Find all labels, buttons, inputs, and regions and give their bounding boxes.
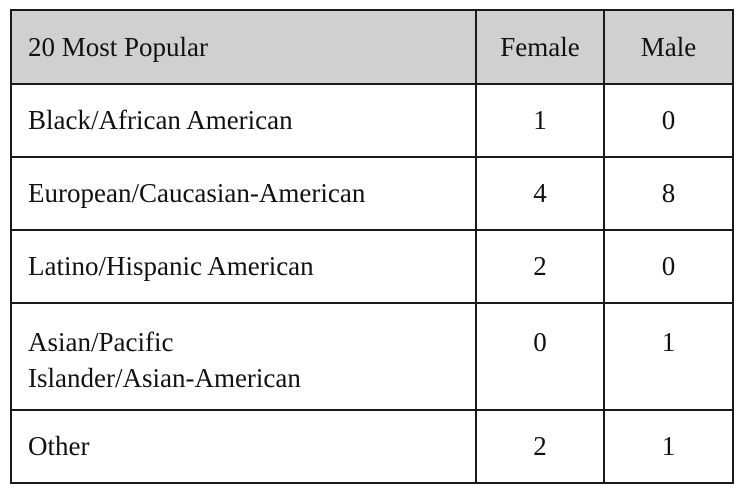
female-count: 4 <box>475 156 605 231</box>
male-count: 8 <box>603 156 734 231</box>
row-label: Latino/Hispanic American <box>10 229 477 304</box>
table-row: Asian/Pacific Islander/Asian-American 0 … <box>10 302 734 411</box>
header-male: Male <box>603 9 734 85</box>
row-label: Black/African American <box>10 83 477 158</box>
male-count: 1 <box>603 409 734 484</box>
row-label: European/Caucasian-American <box>10 156 477 231</box>
table-row: Latino/Hispanic American 2 0 <box>10 229 734 304</box>
header-female: Female <box>475 9 605 85</box>
data-table: 20 Most Popular Female Male Black/Africa… <box>10 9 734 484</box>
header-category: 20 Most Popular <box>10 9 477 85</box>
female-count: 2 <box>475 409 605 484</box>
male-count: 0 <box>603 83 734 158</box>
row-label: Other <box>10 409 477 484</box>
header-row: 20 Most Popular Female Male <box>10 9 734 85</box>
female-count: 2 <box>475 229 605 304</box>
male-count: 0 <box>603 229 734 304</box>
female-count: 0 <box>475 302 605 411</box>
female-count: 1 <box>475 83 605 158</box>
row-label: Asian/Pacific Islander/Asian-American <box>10 302 477 411</box>
table-row: European/Caucasian-American 4 8 <box>10 156 734 231</box>
male-count: 1 <box>603 302 734 411</box>
table-row: Other 2 1 <box>10 409 734 484</box>
table-row: Black/African American 1 0 <box>10 83 734 158</box>
